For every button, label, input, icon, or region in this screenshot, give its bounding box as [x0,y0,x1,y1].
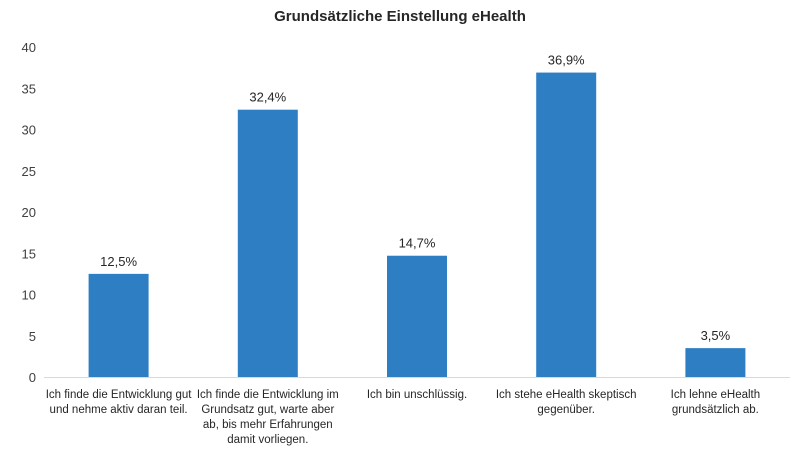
y-tick-label: 30 [22,123,36,138]
y-axis: 0 5 10 15 20 25 30 35 40 [22,40,790,385]
y-tick-label: 25 [22,164,36,179]
data-labels-group: 12,5% 32,4% 14,7% 36,9% 3,5% [100,53,730,344]
y-tick-label: 0 [29,370,36,385]
bar [88,273,149,377]
y-tick-label: 40 [22,40,36,55]
y-tick-label: 10 [22,288,36,303]
y-tick-label: 20 [22,205,36,220]
x-category-label: Ich bin unschlüssig. [366,389,468,401]
x-category-label: Ich lehne eHealth grundsätzlich ab. [670,389,761,416]
bar [387,255,447,377]
bar [237,109,298,377]
y-tick-label: 35 [22,81,36,96]
x-category-label: Ich finde die Entwicklung gut und nehme … [45,389,192,416]
bar-value-label: 3,5% [701,328,731,343]
bars-group [88,72,746,377]
bar-value-label: 32,4% [249,90,286,105]
y-tick-label: 5 [29,329,36,344]
y-tick-label: 15 [22,246,36,261]
bar [685,348,746,377]
chart-title: Grundsätzliche Einstellung eHealth [274,8,526,25]
bar-value-label: 36,9% [548,53,585,68]
bar-value-label: 14,7% [399,236,436,251]
x-category-label: Ich stehe eHealth skeptisch gegenüber. [495,389,637,416]
bar [536,72,597,377]
x-category-label: Ich finde die Entwicklung im Grundsatz g… [196,389,339,446]
bar-value-label: 12,5% [100,254,137,269]
